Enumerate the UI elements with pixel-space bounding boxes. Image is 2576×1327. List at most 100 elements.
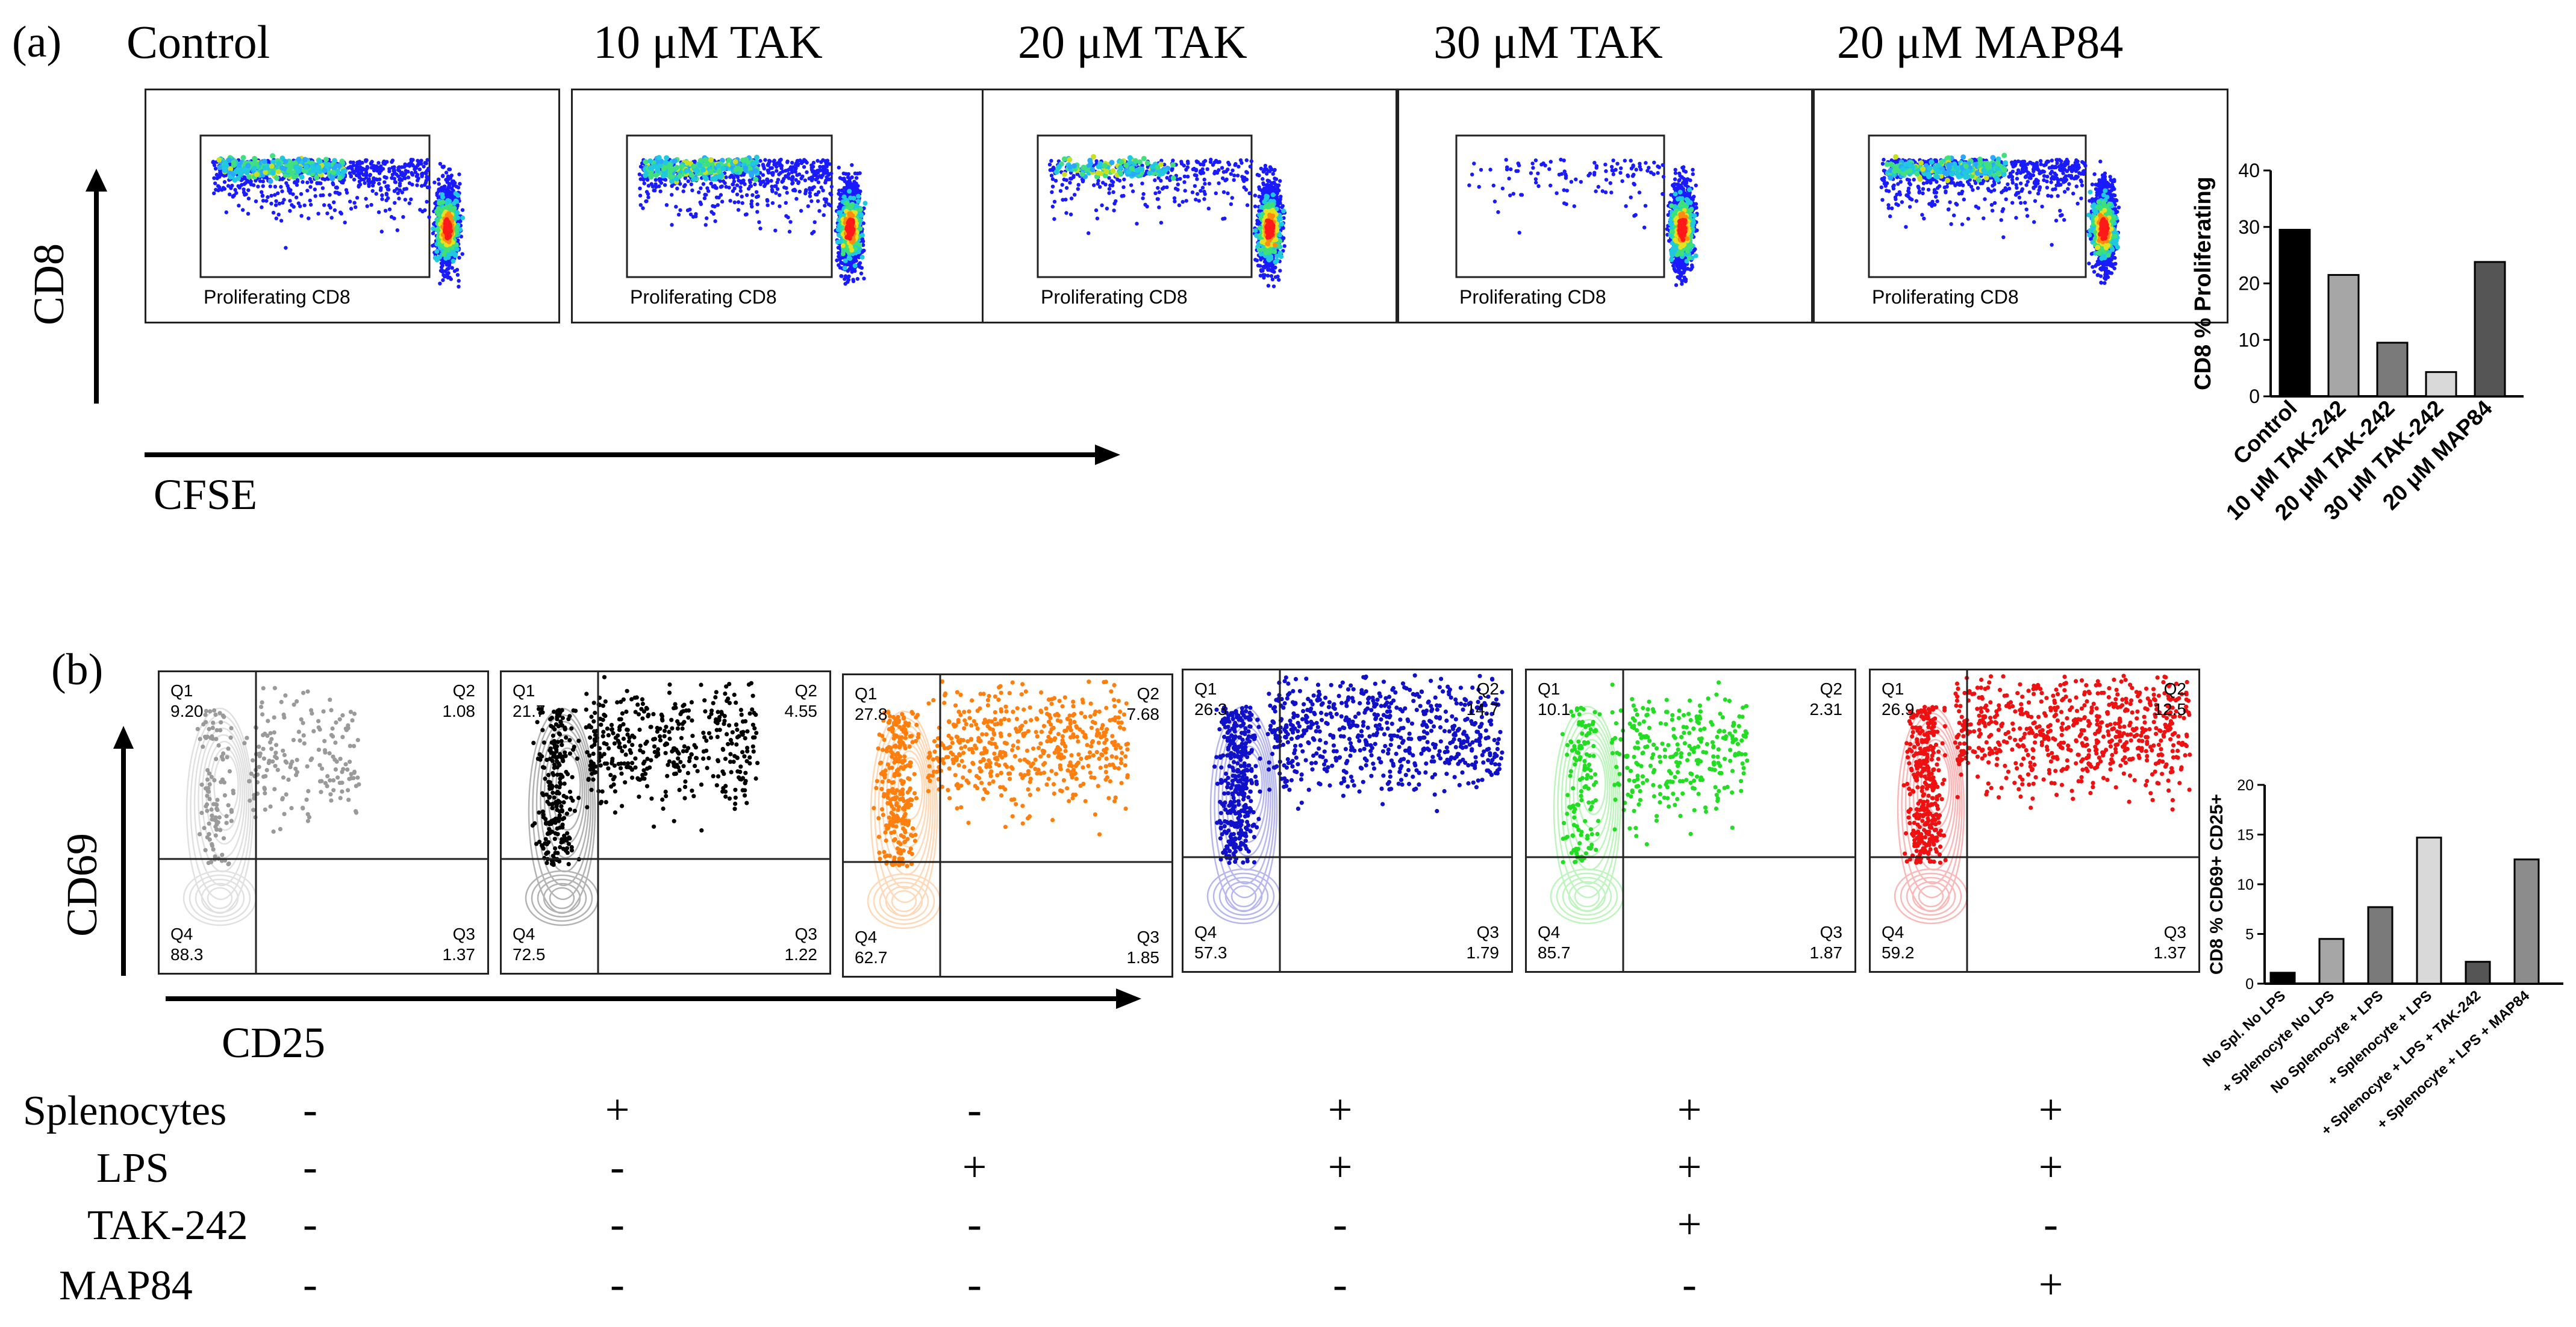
quadrant-name: Q3 [1476, 923, 1499, 941]
treatment-sign: - [967, 1200, 982, 1248]
quadrant-value: 62.7 [855, 948, 888, 967]
bar [2474, 261, 2506, 398]
contour-scatter [502, 672, 829, 973]
quadrant-value: 1.37 [442, 945, 476, 964]
quadrant-name: Q2 [794, 681, 817, 700]
y-tick-label: 40 [2238, 160, 2260, 181]
quadrant-name: Q4 [513, 925, 535, 943]
quadrant-name: Q3 [2163, 923, 2186, 941]
quadrant-q1: Q1 9.20 [170, 681, 204, 722]
treatment-sign: + [1677, 1200, 1702, 1248]
quadrant-name: Q3 [794, 925, 817, 943]
quadrant-value: 1.85 [1126, 948, 1160, 967]
quadrant-q2: Q2 1.08 [443, 681, 476, 722]
gate-label: Proliferating CD8 [204, 286, 351, 308]
contour-scatter [844, 675, 1171, 976]
quadrant-value: 85.7 [1538, 943, 1571, 962]
treatment-sign: - [967, 1085, 982, 1134]
cd8-axis-arrow [86, 169, 107, 404]
treatment-sign: + [1327, 1085, 1353, 1134]
flow-scatter [1455, 134, 1699, 287]
quadrant-value: 1.22 [784, 945, 818, 964]
quadrant-name: Q4 [170, 925, 193, 943]
contour-scatter [1184, 670, 1511, 971]
bar [2318, 938, 2345, 985]
treatment-sign: + [2038, 1085, 2063, 1134]
quadrant-name: Q4 [1194, 923, 1217, 941]
cd69-cd25-plot: Q1 10.1 Q2 2.31 Q4 85.7 Q3 1.87 [1525, 669, 1856, 973]
quadrant-name: Q2 [1137, 684, 1159, 703]
treatment-sign: - [967, 1260, 982, 1308]
quadrant-q4: Q4 62.7 [855, 927, 888, 968]
cd69-axis-arrow [113, 726, 134, 976]
treatment-sign: - [1682, 1260, 1697, 1308]
cd69-cd25-plot: Q1 27.8 Q2 7.68 Q4 62.7 Q3 1.85 [842, 673, 1173, 978]
treatment-row-label: TAK-242 [87, 1202, 248, 1249]
quadrant-name: Q1 [170, 681, 193, 700]
quadrant-value: 21.7 [513, 702, 546, 720]
cd69-cd25-plot: Q1 21.7 Q2 4.55 Q4 72.5 Q3 1.22 [500, 670, 831, 975]
panel-b-label: (b) [51, 645, 104, 695]
quadrant-value: 10.1 [1538, 700, 1571, 719]
y-tick-label: 0 [2245, 976, 2254, 993]
panel-a-label: (a) [12, 17, 62, 67]
quadrant-value: 57.3 [1194, 943, 1227, 962]
bar [2327, 273, 2360, 398]
quadrant-value: 26.3 [1194, 700, 1227, 719]
quadrant-name: Q4 [1882, 923, 1904, 941]
cfse-flow-plot: Proliferating CD8 [145, 89, 560, 323]
quadrant-value: 59.2 [1882, 943, 1915, 962]
contour-scatter [1527, 670, 1854, 971]
treatment-sign: + [1327, 1143, 1353, 1191]
quadrant-value: 7.68 [1126, 705, 1160, 723]
treatment-sign: - [303, 1085, 317, 1134]
condition-title: 20 μM TAK [1018, 16, 1247, 68]
quadrant-q2: Q2 2.31 [1810, 679, 1843, 720]
cd69-cd25-plot: Q1 26.3 Q2 14.7 Q4 57.3 Q3 1.79 [1182, 669, 1513, 973]
y-tick-label: 20 [2238, 273, 2260, 295]
treatment-sign: - [1333, 1260, 1347, 1308]
treatment-sign: - [1333, 1200, 1347, 1248]
treatment-sign: - [610, 1200, 625, 1248]
proliferation-gate [199, 134, 431, 278]
quadrant-name: Q1 [1882, 679, 1904, 698]
quadrant-q1: Q1 26.9 [1882, 679, 1915, 720]
y-tick-label: 10 [2237, 876, 2254, 893]
y-axis-title: CD8 % CD69+ CD25+ [2207, 794, 2227, 975]
quadrant-name: Q1 [1194, 679, 1217, 698]
proliferation-gate [1868, 134, 2087, 278]
quadrant-name: Q3 [452, 925, 475, 943]
treatment-sign: + [2038, 1260, 2063, 1308]
quadrant-name: Q2 [1476, 679, 1499, 698]
treatment-row-label: Splenocytes [23, 1088, 227, 1134]
bar [2465, 961, 2491, 985]
quadrant-name: Q3 [1137, 928, 1159, 946]
y-tick-label: 0 [2249, 386, 2260, 407]
flow-scatter [199, 134, 466, 289]
cd69-cd25-plot: Q1 9.20 Q2 1.08 Q4 88.3 Q3 1.37 [158, 670, 489, 975]
proliferation-gate [1455, 134, 1665, 278]
quadrant-q4: Q4 85.7 [1538, 922, 1571, 963]
quadrant-q4: Q4 59.2 [1882, 922, 1915, 963]
flow-scatter [1868, 134, 2121, 285]
quadrant-q3: Q3 1.85 [1127, 927, 1160, 968]
quadrant-q2: Q2 12.5 [2154, 679, 2187, 720]
quadrant-q3: Q3 1.22 [785, 924, 818, 965]
cfse-axis-arrow [145, 445, 1120, 465]
quadrant-value: 1.87 [1809, 943, 1843, 962]
condition-title: 30 μM TAK [1433, 16, 1663, 68]
cfse-flow-plot: Proliferating CD8 [1813, 89, 2228, 323]
quadrant-value: 1.37 [2153, 943, 2187, 962]
treatment-sign: + [962, 1143, 987, 1191]
quadrant-q1: Q1 21.7 [513, 681, 546, 722]
treatment-sign: - [610, 1143, 625, 1191]
cd69-cd25-plot: Q1 26.9 Q2 12.5 Q4 59.2 Q3 1.37 [1869, 669, 2200, 973]
quadrant-value: 1.08 [442, 702, 476, 720]
cfse-axis-label: CFSE [154, 470, 258, 519]
cfse-flow-plot: Proliferating CD8 [571, 89, 987, 323]
quadrant-q3: Q3 1.37 [443, 924, 476, 965]
contour-scatter [160, 672, 487, 973]
treatment-sign: + [1677, 1085, 1702, 1134]
